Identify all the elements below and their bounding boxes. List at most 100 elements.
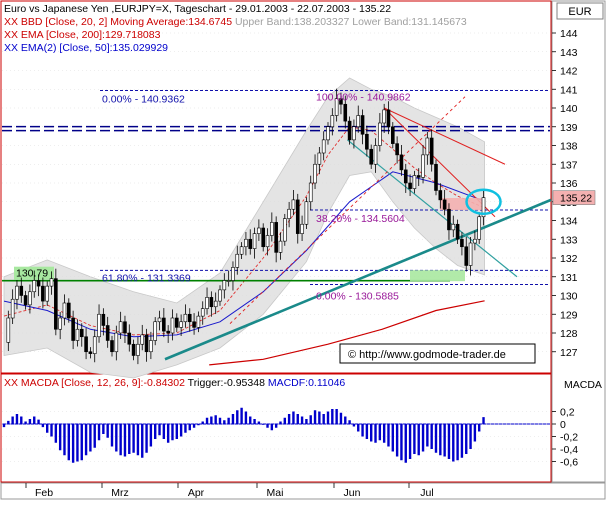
macd-bar (395, 424, 399, 457)
candle-down (360, 115, 365, 135)
candle-up (226, 280, 231, 282)
macd-bar (279, 421, 282, 424)
macd-bar (270, 424, 274, 431)
macd-bar (214, 415, 217, 424)
candle-up (321, 139, 326, 154)
macd-axis-label: 0,2 (560, 407, 575, 419)
macd-bar (227, 417, 230, 424)
candle-down (460, 238, 464, 248)
macd-bar (175, 424, 178, 439)
macd-bar (166, 424, 170, 443)
price-panel-frame (0, 0, 552, 374)
macd-bar (408, 424, 412, 459)
candle-up (157, 317, 162, 323)
candle-up (200, 308, 205, 317)
macd-axis-label: -0,4 (560, 444, 578, 456)
candle-up (179, 321, 183, 328)
candle-down (399, 154, 404, 171)
price-axis-label: 130 (560, 291, 578, 303)
candle-up (378, 122, 382, 146)
candle-down (123, 321, 127, 334)
candle-up (317, 152, 322, 165)
macd-bar (335, 409, 338, 424)
candle-up (49, 278, 54, 287)
candle-up (308, 182, 313, 203)
macd-bar (473, 424, 477, 442)
candle-up (313, 163, 317, 184)
legend-bbd-main: XX BBD [Close, 20, 2] Moving Average:134… (4, 16, 232, 28)
macd-bar (447, 424, 451, 459)
macd-bar (378, 424, 382, 441)
macd-bar (162, 424, 166, 439)
candle-up (257, 227, 261, 234)
candle-down (166, 330, 170, 334)
macd-bar (123, 424, 127, 457)
macd-bar (244, 411, 248, 424)
macd-bar (132, 424, 135, 453)
macd-bar (482, 417, 485, 424)
macd-bar (2, 424, 6, 428)
candle-up (118, 321, 123, 334)
macd-bar (430, 424, 433, 449)
green-target-zone (410, 270, 465, 282)
macd-bar (201, 421, 204, 424)
candle-up (468, 242, 473, 266)
candle-up (481, 197, 486, 218)
macd-bar (184, 424, 187, 433)
macd-bar (344, 416, 347, 424)
candle-down (67, 302, 71, 319)
macd-bar (387, 424, 390, 447)
candle-down (23, 295, 28, 306)
candle-up (373, 145, 378, 165)
candle-up (477, 216, 482, 240)
price-axis-label: 144 (560, 28, 578, 40)
candle-up (170, 317, 175, 334)
x-axis-label: Feb (35, 487, 53, 499)
macd-bar (352, 424, 356, 427)
macd-bar (67, 424, 70, 461)
macd-bar (318, 411, 321, 424)
candle-up (218, 289, 222, 302)
macd-bar (128, 424, 131, 454)
x-axis-label: Mai (267, 487, 284, 499)
price-axis-label: 128 (560, 328, 578, 340)
candle-up (330, 115, 335, 128)
macd-bar (309, 415, 312, 424)
legend-bbd-bands: Upper Band:138.203327 Lower Band:131.145… (232, 16, 467, 28)
macd-bar (192, 424, 196, 428)
last-price-box (552, 190, 596, 205)
candle-down (105, 325, 110, 341)
legend-ema50: XX EMA(2) [Close, 50]:135.029929 (4, 42, 168, 54)
candle-down (339, 98, 343, 105)
candle-down (144, 334, 149, 353)
macd-bar (54, 424, 58, 443)
macd-bar (253, 419, 256, 424)
macd-bar (46, 424, 49, 433)
macd-bar (469, 424, 472, 449)
macd-bar (434, 424, 438, 453)
macd-bar (20, 416, 23, 424)
macd-bar (478, 424, 481, 432)
macd-bar (443, 424, 446, 457)
dashed-trend-line (229, 96, 466, 324)
macd-bar (456, 424, 459, 461)
candle-up (356, 115, 361, 128)
candle-up (196, 315, 201, 328)
macd-panel-frame (0, 373, 552, 483)
support-label: 130.79 (16, 268, 48, 280)
macd-bar (24, 421, 27, 424)
candle-up (231, 267, 235, 281)
macd-bar (296, 414, 299, 424)
macd-bar (361, 424, 364, 437)
bollinger-mid-line (3, 126, 485, 336)
candle-up (45, 285, 50, 302)
legend-bbd: XX BBD [Close, 20, 2] Moving Average:134… (4, 16, 467, 28)
candle-down (192, 321, 196, 328)
ema-200-line (209, 300, 485, 366)
candle-down (408, 182, 412, 189)
macd-bar (348, 420, 351, 424)
candle-up (451, 223, 456, 231)
macd-legend-main: XX MACDA [Close, 12, 26, 9]:-0.84302 (4, 377, 185, 389)
price-axis-label: 141 (560, 84, 578, 96)
